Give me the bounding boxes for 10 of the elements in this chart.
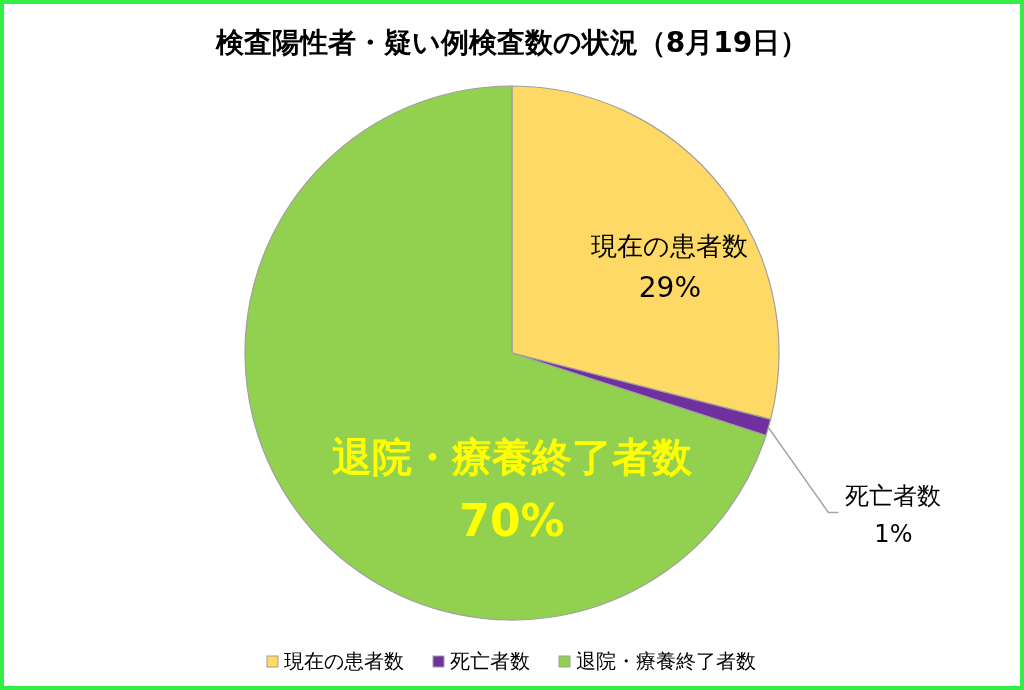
slice-label: 死亡者数 [845, 482, 942, 511]
slice-label: 現在の患者数 [591, 230, 749, 261]
legend-label: 退院・療養終了者数 [576, 649, 756, 673]
legend-label: 現在の患者数 [284, 649, 404, 673]
chart-title: 検査陽性者・疑い例検査数の状況（8月19日） [214, 26, 809, 59]
data-label: 1% [874, 520, 913, 549]
slice-label: 退院・療養終了者数 [332, 434, 693, 480]
data-label: 70% [459, 495, 565, 546]
data-label: 29% [638, 270, 702, 304]
legend-label: 死亡者数 [450, 649, 530, 673]
